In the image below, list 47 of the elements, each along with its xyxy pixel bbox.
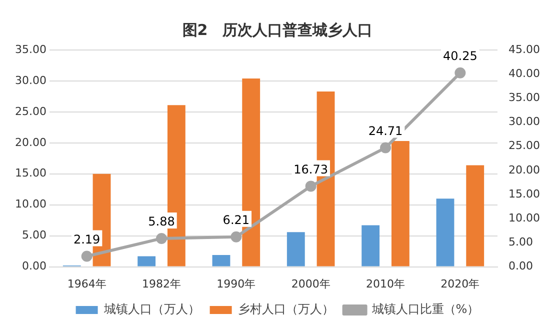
y2-tick-label: 0.00 [508,260,534,273]
y-tick-label: 25.00 [14,104,46,118]
point [454,67,466,78]
x-tick-label: 1964年 [67,277,106,290]
y-tick-label: 15.00 [14,166,46,180]
point [305,180,316,192]
y-tick-label: 20.00 [14,136,46,149]
data-label: 5.88 [148,214,175,229]
y2-tick-label: 35.00 [508,91,540,104]
x-tick-label: 2000年 [291,277,330,290]
y2-tick-label: 40.00 [508,66,540,80]
data-label: 24.71 [368,124,403,138]
y2-tick-label: 20.00 [508,163,540,176]
y2-tick-label: 5.00 [508,236,534,249]
bar [212,255,230,266]
x-tick-label: 1990年 [216,277,256,290]
y2-tick-label: 25.00 [508,139,540,152]
data-label: 40.25 [442,49,478,64]
bar [466,165,484,266]
x-tick-label: 2020年 [440,277,480,290]
data-label: 16.73 [294,162,328,176]
legend-label: 城镇人口比重（%） [370,302,480,316]
y-tick-label: 5.00 [22,228,46,242]
legend-label: 城镇人口（万人） [102,302,200,316]
chart-title: 图2 历次人口普查城乡人口 [182,20,373,39]
y-tick-label: 0.00 [22,260,46,273]
point [230,231,242,242]
bar [286,232,305,266]
legend-label: 乡村人口（万人） [238,302,334,316]
data-label: 2.19 [73,232,100,246]
bar [391,141,410,266]
y2-tick-label: 45.00 [508,42,540,56]
x-tick-label: 1982年 [142,277,181,290]
y2-tick-label: 30.00 [508,115,540,128]
y-tick-label: 35.00 [14,42,46,56]
y2-tick-label: 10.00 [508,211,540,224]
point [81,250,92,262]
y2-tick-label: 15.00 [508,187,540,200]
bar [436,198,454,266]
point [380,142,392,154]
x-tick-label: 2010年 [366,277,406,290]
y-tick-label: 30.00 [14,74,46,87]
data-label: 6.21 [222,213,250,228]
point [156,232,167,244]
y-tick-label: 10.00 [14,198,46,211]
bar [362,225,380,266]
bar [138,256,156,266]
